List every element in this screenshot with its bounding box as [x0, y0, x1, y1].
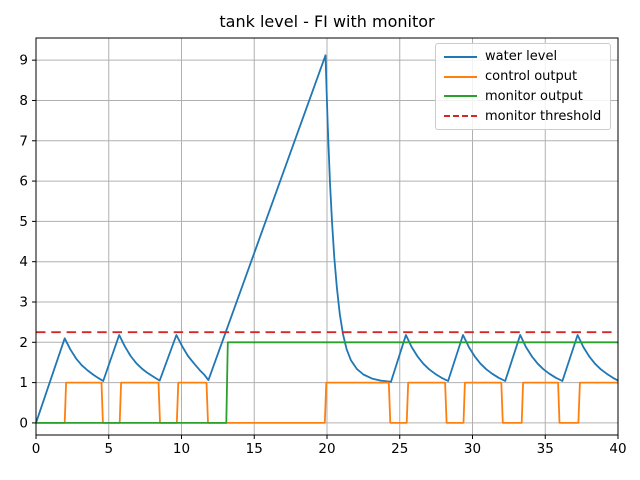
y-tick-label: 1 — [19, 375, 28, 391]
y-tick-label: 3 — [19, 294, 28, 310]
y-tick-label: 5 — [19, 214, 28, 230]
chart-title: tank level - FI with monitor — [219, 12, 435, 31]
legend-line-sample — [444, 75, 477, 78]
x-tick-label: 25 — [391, 441, 408, 457]
legend-label: monitor output — [485, 88, 583, 104]
x-tick-label: 20 — [318, 441, 335, 457]
x-tick-label: 30 — [464, 441, 481, 457]
y-tick-label: 9 — [19, 53, 28, 69]
legend-label: monitor threshold — [485, 108, 602, 124]
legend-item-monitor-output: monitor output — [436, 90, 610, 103]
y-tick-label: 7 — [19, 133, 28, 149]
legend-item-water-level: water level — [436, 50, 610, 63]
x-tick-label: 5 — [104, 441, 113, 457]
legend-label: control output — [485, 69, 578, 85]
x-tick-label: 15 — [246, 441, 263, 457]
y-tick-label: 2 — [19, 335, 28, 351]
x-tick-label: 40 — [609, 441, 626, 457]
y-tick-label: 6 — [19, 174, 28, 190]
legend-line-sample — [444, 95, 477, 98]
x-tick-label: 10 — [173, 441, 190, 457]
legend-line-sample — [444, 115, 477, 118]
legend: water level control output monitor output m… — [435, 43, 611, 130]
y-tick-label: 0 — [19, 415, 28, 431]
y-tick-label: 8 — [19, 93, 28, 109]
x-tick-label: 35 — [537, 441, 554, 457]
series-water-level — [35, 54, 619, 424]
legend-label: water level — [485, 49, 558, 65]
series-monitor-output — [36, 341, 618, 424]
series-control-output — [36, 381, 618, 424]
legend-item-control-output: control output — [436, 70, 610, 83]
y-tick-label: 4 — [19, 254, 28, 270]
x-tick-label: 0 — [32, 441, 41, 457]
legend-item-monitor-threshold: monitor threshold — [436, 110, 610, 123]
legend-line-sample — [444, 55, 477, 58]
